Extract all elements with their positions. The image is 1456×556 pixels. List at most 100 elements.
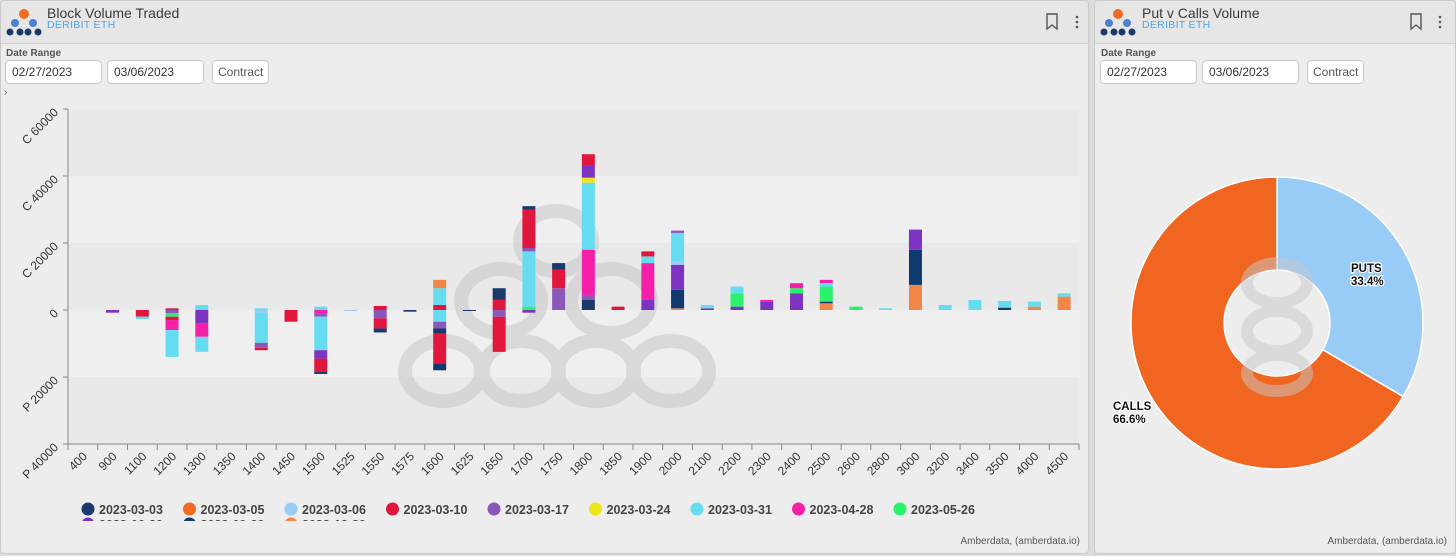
legend-item[interactable]: 2023-03-05: [183, 502, 264, 518]
bar-segment[interactable]: [552, 269, 566, 289]
bar-segment[interactable]: [581, 177, 595, 183]
legend-item[interactable]: 2023-03-06: [284, 502, 366, 518]
bar-segment[interactable]: [671, 264, 685, 290]
bar-segment[interactable]: [135, 316, 149, 320]
legend-item[interactable]: 2023-03-24: [589, 502, 670, 518]
bar-segment[interactable]: [195, 310, 209, 324]
bar-segment[interactable]: [671, 289, 685, 309]
bar-segment[interactable]: [790, 283, 804, 289]
bar-segment[interactable]: [314, 310, 328, 314]
bar-segment[interactable]: [671, 232, 685, 262]
bar-segment[interactable]: [165, 310, 179, 314]
pie-slice[interactable]: [1130, 176, 1405, 470]
bar-segment[interactable]: [908, 284, 922, 310]
bar-segment[interactable]: [254, 347, 268, 351]
bar-segment[interactable]: [1027, 301, 1041, 307]
bar-segment[interactable]: [165, 330, 179, 357]
bar-segment[interactable]: [492, 316, 506, 352]
bar-segment[interactable]: [522, 251, 536, 307]
end-date-input[interactable]: 03/06/2023: [107, 60, 204, 84]
bar-segment[interactable]: [849, 306, 863, 310]
bar-segment[interactable]: [671, 230, 685, 233]
bar-segment[interactable]: [106, 310, 120, 313]
bar-segment[interactable]: [641, 251, 655, 257]
contract-button[interactable]: Contract: [1307, 60, 1365, 84]
bar-segment[interactable]: [433, 321, 447, 329]
bar-segment[interactable]: [819, 286, 833, 302]
bar-segment[interactable]: [492, 310, 506, 317]
bar-segment[interactable]: [373, 310, 387, 319]
bar-segment[interactable]: [671, 308, 685, 310]
bar-segment[interactable]: [314, 316, 328, 351]
bar-segment[interactable]: [254, 308, 268, 310]
bar-segment[interactable]: [641, 299, 655, 310]
bar-segment[interactable]: [700, 304, 714, 309]
bar-segment[interactable]: [522, 206, 536, 210]
bar-segment[interactable]: [522, 209, 536, 249]
bar-segment[interactable]: [760, 301, 774, 310]
bar-segment[interactable]: [522, 248, 536, 252]
bar-segment[interactable]: [581, 299, 595, 310]
bar-segment[interactable]: [1027, 306, 1041, 310]
bar-segment[interactable]: [700, 308, 714, 310]
bar-segment[interactable]: [373, 305, 387, 310]
bar-segment[interactable]: [819, 283, 833, 287]
bar-segment[interactable]: [343, 310, 357, 312]
legend-item[interactable]: 2023-09-29: [183, 517, 264, 522]
bar-segment[interactable]: [581, 249, 595, 295]
bar-segment[interactable]: [314, 358, 328, 372]
bar-segment[interactable]: [433, 288, 447, 305]
bar-segment[interactable]: [730, 293, 744, 307]
bar-segment[interactable]: [314, 371, 328, 374]
pie-slice[interactable]: [1276, 176, 1424, 398]
legend-item[interactable]: 2023-12-29: [285, 517, 366, 522]
bar-segment[interactable]: [165, 313, 179, 317]
bar-segment[interactable]: [284, 310, 298, 322]
bar-segment[interactable]: [492, 299, 506, 310]
bar-segment[interactable]: [581, 154, 595, 166]
bar-segment[interactable]: [1057, 296, 1071, 310]
start-date-input[interactable]: 02/27/2023: [1100, 60, 1197, 84]
end-date-input[interactable]: 03/06/2023: [1202, 60, 1299, 84]
bar-segment[interactable]: [522, 310, 536, 313]
bar-segment[interactable]: [373, 318, 387, 329]
bar-segment[interactable]: [879, 308, 893, 310]
legend-item[interactable]: 2023-05-26: [893, 502, 975, 518]
expand-caret-icon[interactable]: ›: [4, 87, 8, 98]
bar-segment[interactable]: [819, 279, 833, 284]
bar-segment[interactable]: [165, 316, 179, 321]
bar-segment[interactable]: [314, 306, 328, 310]
bar-segment[interactable]: [433, 304, 447, 310]
legend-item[interactable]: 2023-04-28: [792, 502, 873, 518]
bar-segment[interactable]: [998, 307, 1012, 310]
legend-item[interactable]: 2023-03-03: [81, 502, 163, 518]
bar-segment[interactable]: [1057, 293, 1071, 297]
bar-segment[interactable]: [671, 261, 685, 265]
bar-segment[interactable]: [819, 301, 833, 304]
bar-segment[interactable]: [195, 336, 209, 352]
bar-segment[interactable]: [522, 306, 536, 310]
bar-segment[interactable]: [165, 320, 179, 331]
bar-segment[interactable]: [730, 306, 744, 310]
bar-segment[interactable]: [373, 328, 387, 333]
bar-segment[interactable]: [195, 304, 209, 310]
bar-segment[interactable]: [254, 342, 268, 348]
legend-item[interactable]: 2023-06-30: [82, 517, 163, 522]
bar-segment[interactable]: [403, 310, 417, 312]
bar-segment[interactable]: [552, 288, 566, 310]
bar-segment[interactable]: [433, 328, 447, 334]
legend-item[interactable]: 2023-03-10: [386, 502, 467, 518]
bar-segment[interactable]: [641, 263, 655, 300]
bookmark-icon[interactable]: [1045, 13, 1059, 31]
bar-segment[interactable]: [195, 323, 209, 337]
bar-segment[interactable]: [968, 299, 982, 310]
bar-segment[interactable]: [433, 363, 447, 371]
bar-segment[interactable]: [314, 350, 328, 359]
bar-segment[interactable]: [492, 288, 506, 300]
bar-segment[interactable]: [135, 310, 149, 317]
bar-segment[interactable]: [433, 310, 447, 322]
start-date-input[interactable]: 02/27/2023: [5, 60, 102, 84]
bar-segment[interactable]: [433, 279, 447, 289]
bar-segment[interactable]: [552, 263, 566, 270]
legend-item[interactable]: 2023-03-31: [690, 502, 772, 518]
